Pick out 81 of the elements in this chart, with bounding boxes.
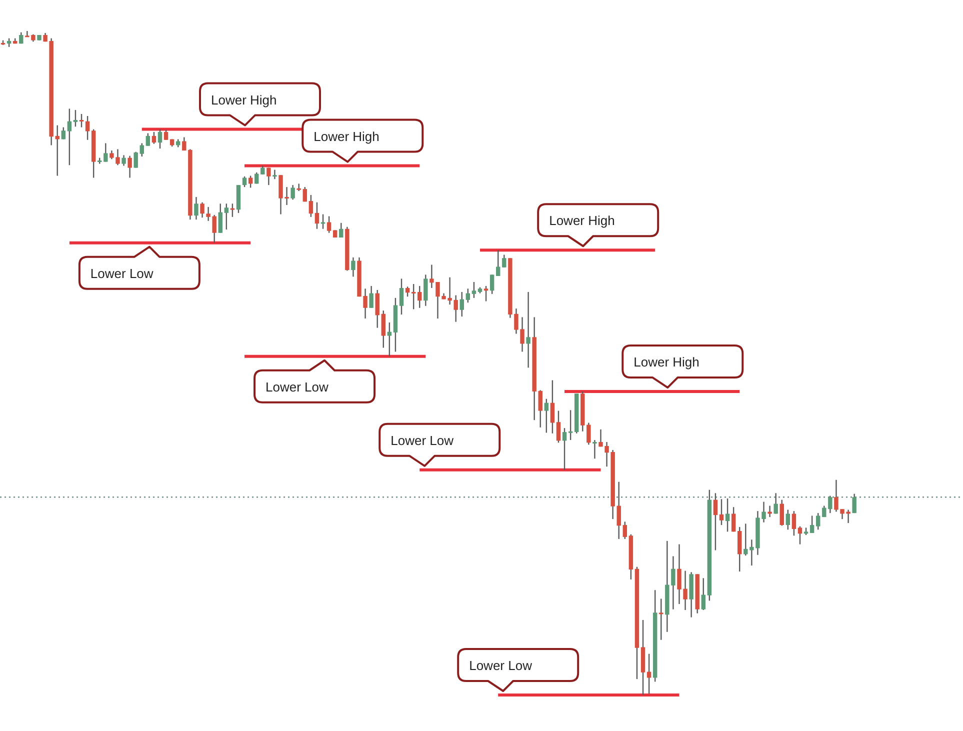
candlestick xyxy=(218,203,222,234)
candlestick xyxy=(290,184,295,200)
ref-line-label: Lower High xyxy=(549,213,615,228)
candlestick xyxy=(73,109,78,128)
candlestick xyxy=(134,151,138,168)
candlestick xyxy=(369,285,374,308)
candlestick xyxy=(67,108,72,166)
candlestick xyxy=(85,115,90,140)
candlestick xyxy=(152,131,156,144)
candlestick xyxy=(659,598,664,640)
candlestick xyxy=(472,281,476,299)
candlestick xyxy=(399,278,404,316)
candlestick xyxy=(339,222,344,238)
candlestick xyxy=(544,398,549,434)
candlestick xyxy=(562,427,567,471)
candlestick xyxy=(490,274,494,295)
candlestick xyxy=(568,410,573,441)
candlestick xyxy=(128,155,132,178)
candlestick xyxy=(314,202,320,230)
candlestick xyxy=(622,521,628,540)
candlestick xyxy=(351,256,356,278)
candlestick xyxy=(725,498,730,532)
candlestick xyxy=(586,422,591,446)
candlestick xyxy=(224,203,229,230)
ref-line-label: Lower High xyxy=(314,128,380,144)
candlestick xyxy=(164,129,168,140)
candlestick xyxy=(405,286,410,298)
candlestick xyxy=(242,176,247,188)
candlestick xyxy=(526,291,530,368)
candlestick xyxy=(320,214,326,230)
candlestick xyxy=(122,154,126,166)
candlestick xyxy=(556,410,561,444)
candlestick xyxy=(713,492,718,551)
candlestick xyxy=(719,498,724,526)
candlestick xyxy=(798,526,802,545)
candlestick xyxy=(466,288,470,304)
candlestick xyxy=(308,194,314,218)
ref-line-label: Lower High xyxy=(634,354,700,370)
candlestick xyxy=(418,285,422,308)
candlestick xyxy=(146,132,150,146)
candlestick xyxy=(816,512,820,530)
candlestick xyxy=(326,216,332,234)
candlestick xyxy=(731,506,736,532)
candlestick xyxy=(79,113,84,128)
candlestick xyxy=(381,310,386,348)
candlestick xyxy=(701,578,706,611)
candlestick xyxy=(502,254,506,268)
candlestick xyxy=(768,505,772,518)
candlestick xyxy=(780,499,784,526)
candlestick xyxy=(792,510,796,536)
ref-line-label: Lower Low xyxy=(390,432,454,448)
ref-line-label: Lower Low xyxy=(266,379,330,394)
candlestick xyxy=(538,390,542,428)
candlestick xyxy=(786,509,790,530)
candlestick xyxy=(424,274,428,306)
candlestick xyxy=(140,142,144,158)
candlestick xyxy=(737,526,742,572)
candlestick xyxy=(200,202,204,218)
candlestick xyxy=(810,515,814,534)
candlestick xyxy=(496,250,500,277)
ref-line-label: Lower Low xyxy=(469,658,533,673)
candlestick xyxy=(411,283,416,310)
candlestick xyxy=(484,285,488,302)
candlestick xyxy=(550,380,555,434)
candlestick xyxy=(852,493,856,514)
candlestick xyxy=(266,167,271,186)
ref-line-label: Lower High xyxy=(210,92,277,108)
candlestick xyxy=(230,203,235,218)
candlestick xyxy=(460,291,464,318)
candlestick xyxy=(302,186,308,202)
candlestick xyxy=(592,439,597,460)
candlestick xyxy=(774,492,778,514)
candlestick xyxy=(158,128,162,150)
candlestick xyxy=(248,175,253,188)
candlestick xyxy=(272,169,277,180)
ref-line-label: Lower Low xyxy=(90,266,154,281)
candlestick xyxy=(387,322,392,357)
candlestick xyxy=(194,196,198,220)
candlestick xyxy=(104,142,108,162)
candlestick xyxy=(828,495,832,514)
candlestick xyxy=(375,289,380,328)
